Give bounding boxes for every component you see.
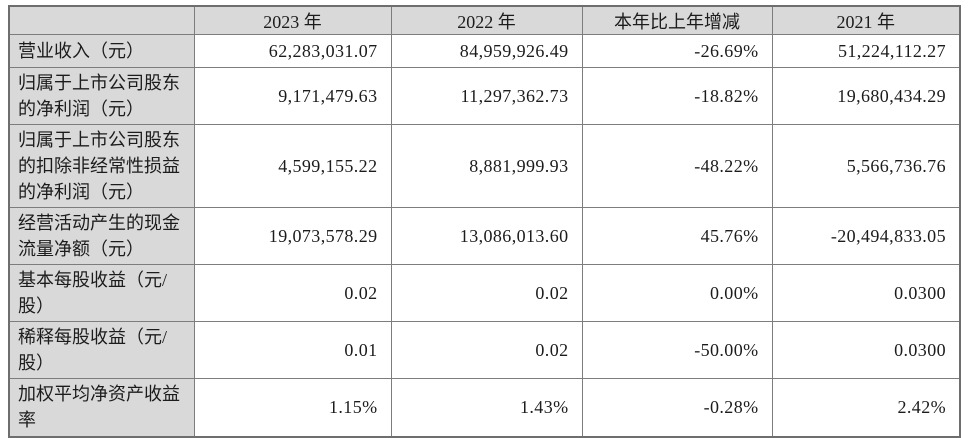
table-row-weighted-avg-roe: 加权平均净资产收益 率 1.15% 1.43% -0.28% 2.42% [8, 378, 961, 437]
value-cell: 0.02 [193, 264, 392, 322]
value-cell: 9,171,479.63 [193, 67, 392, 125]
value-cell: 0.00% [581, 264, 773, 322]
table-header-row: 2023 年 2022 年 本年比上年增减 2021 年 [8, 5, 961, 35]
value-cell: 0.0300 [771, 264, 961, 322]
value-cell: 4,599,155.22 [193, 124, 392, 208]
value-cell: 0.0300 [771, 321, 961, 379]
value-cell: 1.15% [193, 378, 392, 437]
column-header-yoy-change: 本年比上年增减 [581, 5, 773, 35]
value-cell: 0.01 [193, 321, 392, 379]
value-cell: 1.43% [390, 378, 583, 437]
value-cell: 45.76% [581, 207, 773, 265]
table-row-operating-cash-flow: 经营活动产生的现金 流量净额（元） 19,073,578.29 13,086,0… [8, 207, 961, 265]
value-cell: 19,073,578.29 [193, 207, 392, 265]
row-label: 归属于上市公司股东 的净利润（元） [8, 67, 195, 125]
row-label: 营业收入（元） [8, 34, 195, 68]
value-cell: 11,297,362.73 [390, 67, 583, 125]
value-cell: 62,283,031.07 [193, 34, 392, 68]
row-label: 基本每股收益（元/ 股） [8, 264, 195, 322]
table-row-diluted-eps: 稀释每股收益（元/ 股） 0.01 0.02 -50.00% 0.0300 [8, 321, 961, 379]
table-row-net-profit: 归属于上市公司股东 的净利润（元） 9,171,479.63 11,297,36… [8, 67, 961, 125]
column-header-2022: 2022 年 [390, 5, 583, 35]
value-cell: 13,086,013.60 [390, 207, 583, 265]
value-cell: 51,224,112.27 [771, 34, 961, 68]
column-header-blank [8, 5, 195, 35]
row-label: 稀释每股收益（元/ 股） [8, 321, 195, 379]
value-cell: 5,566,736.76 [771, 124, 961, 208]
value-cell: -18.82% [581, 67, 773, 125]
value-cell: 84,959,926.49 [390, 34, 583, 68]
row-label: 加权平均净资产收益 率 [8, 378, 195, 437]
value-cell: 8,881,999.93 [390, 124, 583, 208]
table-row-net-profit-excl-nonrecurring: 归属于上市公司股东 的扣除非经常性损益 的净利润（元） 4,599,155.22… [8, 124, 961, 208]
value-cell: 2.42% [771, 378, 961, 437]
column-header-2023: 2023 年 [193, 5, 392, 35]
value-cell: -20,494,833.05 [771, 207, 961, 265]
table-row-basic-eps: 基本每股收益（元/ 股） 0.02 0.02 0.00% 0.0300 [8, 264, 961, 322]
value-cell: -26.69% [581, 34, 773, 68]
value-cell: -48.22% [581, 124, 773, 208]
value-cell: 0.02 [390, 264, 583, 322]
table-row-revenue: 营业收入（元） 62,283,031.07 84,959,926.49 -26.… [8, 34, 961, 68]
value-cell: 0.02 [390, 321, 583, 379]
column-header-2021: 2021 年 [771, 5, 961, 35]
value-cell: 19,680,434.29 [771, 67, 961, 125]
row-label: 经营活动产生的现金 流量净额（元） [8, 207, 195, 265]
value-cell: -50.00% [581, 321, 773, 379]
financial-summary: 2023 年 2022 年 本年比上年增减 2021 年 营业收入（元） 62,… [8, 5, 961, 438]
row-label: 归属于上市公司股东 的扣除非经常性损益 的净利润（元） [8, 124, 195, 208]
value-cell: -0.28% [581, 378, 773, 437]
financial-summary-table: 2023 年 2022 年 本年比上年增减 2021 年 营业收入（元） 62,… [8, 5, 961, 438]
